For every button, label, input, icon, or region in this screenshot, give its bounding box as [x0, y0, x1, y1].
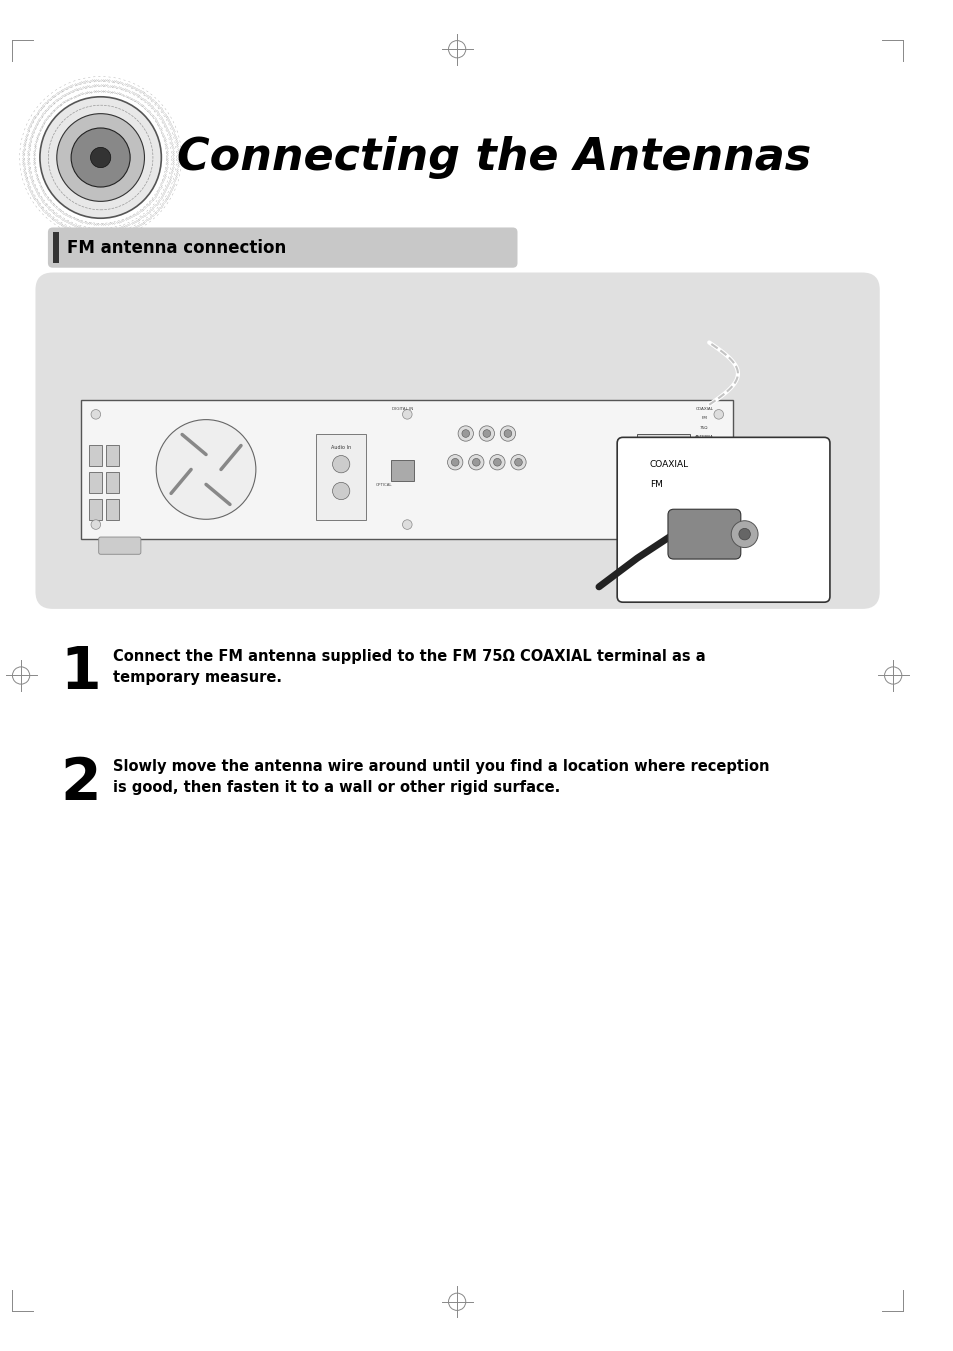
Circle shape: [489, 454, 504, 470]
FancyBboxPatch shape: [617, 438, 829, 603]
Text: FM: FM: [700, 416, 706, 420]
Circle shape: [689, 467, 708, 486]
Circle shape: [40, 97, 161, 219]
FancyBboxPatch shape: [81, 400, 732, 539]
Circle shape: [493, 458, 500, 466]
Circle shape: [503, 430, 511, 438]
Circle shape: [91, 409, 100, 419]
Circle shape: [57, 113, 144, 201]
Bar: [642, 477, 658, 497]
Circle shape: [510, 454, 526, 470]
Bar: [316, 434, 366, 520]
Text: 2: 2: [60, 755, 101, 812]
Bar: [89, 444, 101, 466]
Circle shape: [333, 482, 350, 500]
Circle shape: [499, 426, 515, 442]
Text: COAXIAL: COAXIAL: [695, 407, 713, 411]
Circle shape: [468, 454, 483, 470]
Circle shape: [457, 426, 473, 442]
Bar: [663, 449, 679, 469]
Circle shape: [402, 409, 412, 419]
Bar: [663, 477, 679, 497]
FancyBboxPatch shape: [48, 227, 517, 267]
Text: COAXIAL: COAXIAL: [649, 461, 688, 469]
Circle shape: [730, 520, 758, 547]
Bar: [637, 434, 689, 505]
Circle shape: [156, 420, 255, 519]
Circle shape: [461, 430, 469, 438]
FancyBboxPatch shape: [667, 509, 740, 559]
Bar: [89, 471, 101, 493]
Circle shape: [91, 147, 111, 168]
Text: OPTICAL: OPTICAL: [375, 484, 392, 488]
Text: Audio In: Audio In: [331, 444, 351, 450]
Bar: [107, 444, 119, 466]
Bar: [107, 499, 119, 520]
Circle shape: [91, 520, 100, 530]
FancyBboxPatch shape: [673, 536, 715, 554]
FancyBboxPatch shape: [98, 536, 141, 554]
Text: DIGITAL IN: DIGITAL IN: [392, 407, 413, 411]
Circle shape: [333, 455, 350, 473]
Circle shape: [71, 128, 130, 186]
Circle shape: [694, 471, 703, 481]
Circle shape: [739, 528, 750, 540]
Text: Connect the FM antenna supplied to the FM 75Ω COAXIAL terminal as a
temporary me: Connect the FM antenna supplied to the F…: [113, 648, 705, 685]
Circle shape: [713, 409, 722, 419]
Circle shape: [402, 520, 412, 530]
Bar: [52, 232, 59, 263]
FancyBboxPatch shape: [35, 273, 879, 609]
Circle shape: [447, 454, 462, 470]
Circle shape: [478, 426, 494, 442]
Text: 75Ω: 75Ω: [700, 426, 708, 430]
Bar: [391, 461, 414, 481]
Circle shape: [472, 458, 479, 466]
Text: FM: FM: [649, 480, 662, 489]
Text: FM antenna connection: FM antenna connection: [67, 239, 286, 257]
Circle shape: [482, 430, 490, 438]
Bar: [89, 499, 101, 520]
Text: Slowly move the antenna wire around until you find a location where reception
is: Slowly move the antenna wire around unti…: [113, 759, 769, 796]
Text: Connecting the Antennas: Connecting the Antennas: [177, 136, 811, 180]
Bar: [107, 471, 119, 493]
Text: ANTENNA: ANTENNA: [695, 435, 713, 439]
Circle shape: [713, 520, 722, 530]
Circle shape: [514, 458, 521, 466]
Circle shape: [451, 458, 458, 466]
Bar: [642, 449, 658, 469]
Text: 1: 1: [60, 644, 101, 701]
